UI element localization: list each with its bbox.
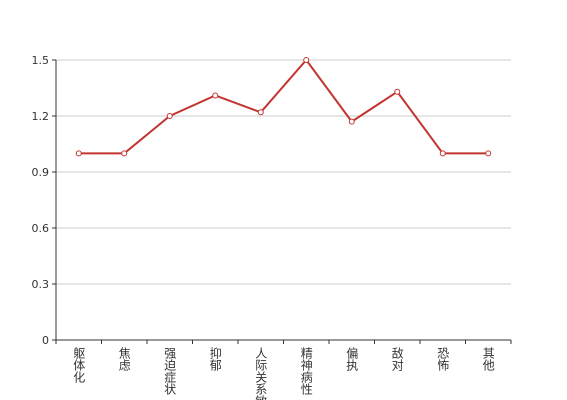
x-tick-label: 抑郁 <box>208 346 222 372</box>
x-tick-label: 精神病性 <box>299 347 313 396</box>
point <box>75 150 82 157</box>
x-tick-label: 偏执 <box>345 346 359 372</box>
y-tick-label: 0 <box>42 334 49 347</box>
x-tick-label: 敌对 <box>390 346 404 371</box>
point <box>212 92 219 99</box>
point <box>121 150 128 157</box>
y-tick-label: 1.5 <box>32 54 50 67</box>
point <box>485 150 492 157</box>
x-tick-label: 恐怖 <box>436 347 450 371</box>
y-tick-label: 1.2 <box>32 110 50 123</box>
y-tick-label: 0.6 <box>32 222 50 235</box>
point <box>394 88 401 95</box>
point <box>348 118 355 125</box>
point <box>257 109 264 116</box>
y-tick-label: 0.3 <box>32 278 50 291</box>
point <box>303 57 310 63</box>
x-tick-label: 其他 <box>481 347 495 371</box>
y-tick-label: 0.9 <box>32 166 50 179</box>
x-tick-label: 强迫症状 <box>163 347 177 395</box>
x-tick-label: 焦虑 <box>117 347 131 371</box>
line <box>78 58 489 155</box>
x-tick-label: 躯体化 <box>72 346 86 384</box>
point <box>166 113 173 119</box>
point <box>439 150 446 157</box>
x-tick-label: 人际关系敏感 <box>254 347 268 400</box>
